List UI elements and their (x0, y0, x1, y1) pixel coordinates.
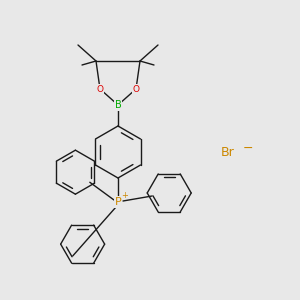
Text: −: − (243, 142, 253, 154)
Text: +: + (122, 190, 128, 200)
Text: O: O (133, 85, 140, 94)
Text: Br: Br (221, 146, 235, 158)
Text: B: B (115, 100, 122, 110)
Text: O: O (97, 85, 104, 94)
Text: P: P (115, 197, 122, 207)
